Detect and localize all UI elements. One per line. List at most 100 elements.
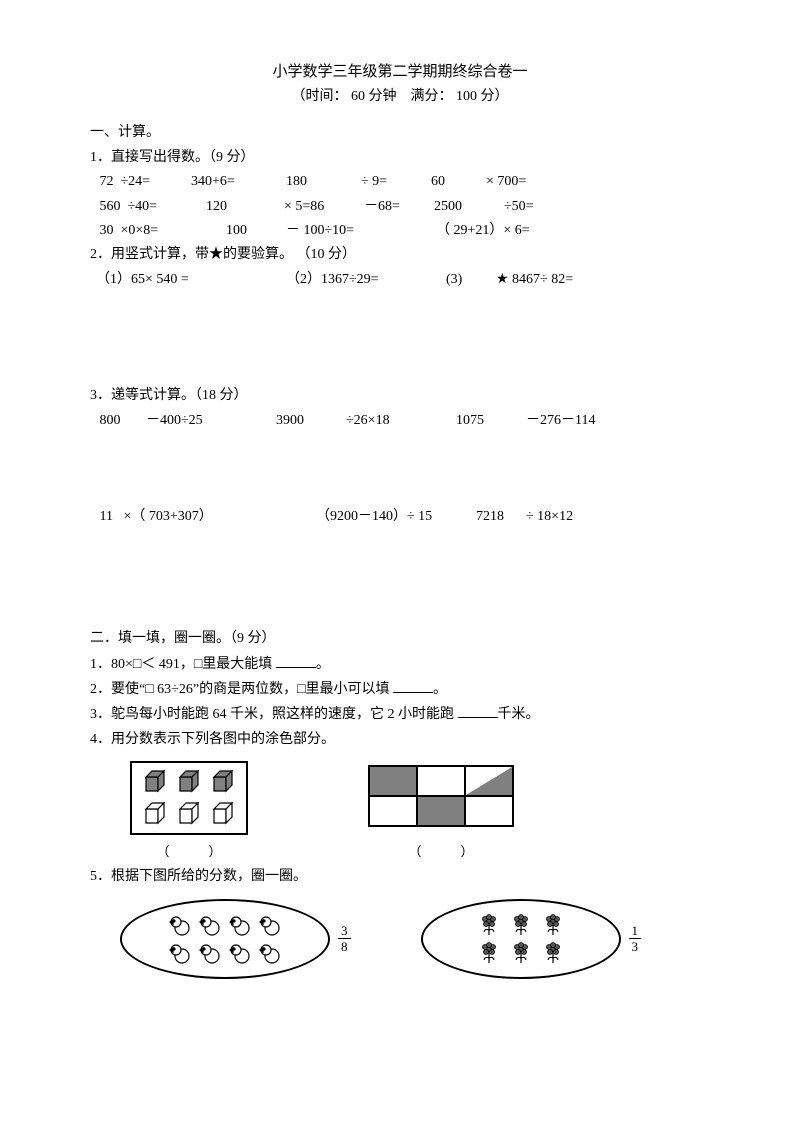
blank-input[interactable] <box>393 678 433 693</box>
q3-row2: 11 ×（ 703+307） （9200－140）÷ 15 7218 ÷ 18×… <box>96 506 710 528</box>
flowers-figure: 1 3 <box>421 899 642 979</box>
numerator: 3 <box>338 924 351 939</box>
cell-shaded <box>417 796 465 826</box>
flower-icon <box>540 941 566 965</box>
expr: －68= <box>364 196 434 218</box>
chick-icon <box>228 941 252 965</box>
cell <box>417 766 465 796</box>
cube-outline-icon <box>142 801 168 827</box>
expr: × 700= <box>486 171 526 193</box>
q2-row: （1）65× 540 = （2）1367÷29= (3) ★ 8467÷ 82= <box>96 269 710 291</box>
expr: 11 ×（ 703+307） <box>96 506 316 528</box>
cell-shaded <box>369 766 417 796</box>
expr: ÷ 9= <box>361 171 431 193</box>
denominator: 3 <box>629 939 642 953</box>
answer-paren[interactable]: （ ） <box>368 842 514 863</box>
q4-figures: （ ） （ ） <box>130 761 710 862</box>
q3-row1: 800 －400÷25 3900 ÷26×18 1075 －276－114 <box>96 410 710 432</box>
cube-outline-icon <box>176 801 202 827</box>
chick-icon <box>198 941 222 965</box>
section-1-head: 一、计算。 <box>90 122 710 144</box>
text: 。 <box>316 657 330 672</box>
flower-icon <box>476 913 502 937</box>
expr: × 5=86 <box>284 196 364 218</box>
expr: 100 <box>226 220 286 242</box>
flower-icon <box>508 941 534 965</box>
s2-q1: 1．80×□＜ 491，□里最大能填 。 <box>90 653 710 676</box>
expr: （9200－140）÷ 15 <box>316 506 476 528</box>
expr: 1075 <box>456 410 526 432</box>
cube-icon <box>142 769 168 795</box>
expr: 3900 <box>276 410 346 432</box>
blank-input[interactable] <box>276 653 316 668</box>
s2-q2: 2．要使“□ 63÷26”的商是两位数，□里最小可以填 。 <box>90 678 710 701</box>
text: 。 <box>433 682 447 697</box>
s2-q5: 5．根据下图所给的分数，圈一圈。 <box>90 866 710 888</box>
expr: 60 <box>431 171 486 193</box>
expr: (3) <box>446 269 496 291</box>
chick-icon <box>258 913 282 937</box>
expr: 120 <box>206 196 284 218</box>
cell <box>465 796 513 826</box>
page-subtitle: （时间： 60 分钟 满分： 100 分） <box>90 86 710 108</box>
fraction-3-8: 3 8 <box>338 924 351 953</box>
flower-icon <box>508 913 534 937</box>
expr: 340+6= <box>191 171 286 193</box>
expr: －276－114 <box>526 410 595 432</box>
q1-row1: 72 ÷24= 340+6= 180 ÷ 9= 60 × 700= <box>96 171 710 193</box>
expr: 2500 <box>434 196 504 218</box>
text: 2．要使“□ 63÷26”的商是两位数，□里最小可以填 <box>90 682 393 697</box>
chick-icon <box>168 913 192 937</box>
expr: 800 <box>96 410 146 432</box>
flower-icon <box>540 913 566 937</box>
chicks-figure: 3 8 <box>120 899 351 979</box>
expr: （ 29+21）× 6= <box>436 220 530 242</box>
expr: ÷50= <box>504 196 534 218</box>
s2-q4: 4．用分数表示下列各图中的涂色部分。 <box>90 729 710 751</box>
chick-icon <box>228 913 252 937</box>
flower-icon <box>476 941 502 965</box>
chick-icon <box>198 913 222 937</box>
expr: 560 ÷40= <box>96 196 206 218</box>
cube-icon <box>210 769 236 795</box>
expr: ★ 8467÷ 82= <box>496 269 573 291</box>
text: 千米。 <box>498 707 540 722</box>
text: 3．鸵鸟每小时能跑 64 千米，照这样的速度，它 2 小时能跑 <box>90 707 458 722</box>
cell-triangle <box>465 766 513 796</box>
grid-figure: （ ） <box>368 765 514 862</box>
expr: －400÷25 <box>146 410 276 432</box>
q1-row3: 30 ×0×8= 100 － 100÷10= （ 29+21）× 6= <box>96 220 710 242</box>
work-space <box>90 434 710 504</box>
expr: ÷26×18 <box>346 410 456 432</box>
expr: （1）65× 540 = <box>96 269 286 291</box>
chick-icon <box>168 941 192 965</box>
q3-prompt: 3．递等式计算。（18 分） <box>90 385 710 407</box>
section-2-head: 二．填一填，圈一圈。（9 分） <box>90 628 710 650</box>
expr: － 100÷10= <box>286 220 436 242</box>
chick-icon <box>258 941 282 965</box>
cube-icon <box>176 769 202 795</box>
expr: 7218 <box>476 506 526 528</box>
q2-prompt: 2．用竖式计算，带★的要验算。 （10 分） <box>90 244 710 266</box>
cell <box>369 796 417 826</box>
expr: （2）1367÷29= <box>286 269 446 291</box>
s2-q3: 3．鸵鸟每小时能跑 64 千米，照这样的速度，它 2 小时能跑 千米。 <box>90 703 710 726</box>
cube-outline-icon <box>210 801 236 827</box>
text: 1．80×□＜ 491，□里最大能填 <box>90 657 276 672</box>
q1-row2: 560 ÷40= 120 × 5=86 －68= 2500 ÷50= <box>96 196 710 218</box>
expr: ÷ 18×12 <box>526 506 573 528</box>
answer-paren[interactable]: （ ） <box>130 842 248 863</box>
work-space <box>90 530 710 620</box>
page-title: 小学数学三年级第二学期期终综合卷一 <box>90 60 710 84</box>
expr: 72 ÷24= <box>96 171 191 193</box>
expr: 180 <box>286 171 361 193</box>
q5-figures: 3 8 1 3 <box>120 899 710 979</box>
expr: 30 ×0×8= <box>96 220 226 242</box>
cubes-figure: （ ） <box>130 761 248 862</box>
fraction-1-3: 1 3 <box>629 924 642 953</box>
numerator: 1 <box>629 924 642 939</box>
blank-input[interactable] <box>458 703 498 718</box>
q1-prompt: 1．直接写出得数。（9 分） <box>90 147 710 169</box>
denominator: 8 <box>338 939 351 953</box>
work-space <box>90 293 710 383</box>
